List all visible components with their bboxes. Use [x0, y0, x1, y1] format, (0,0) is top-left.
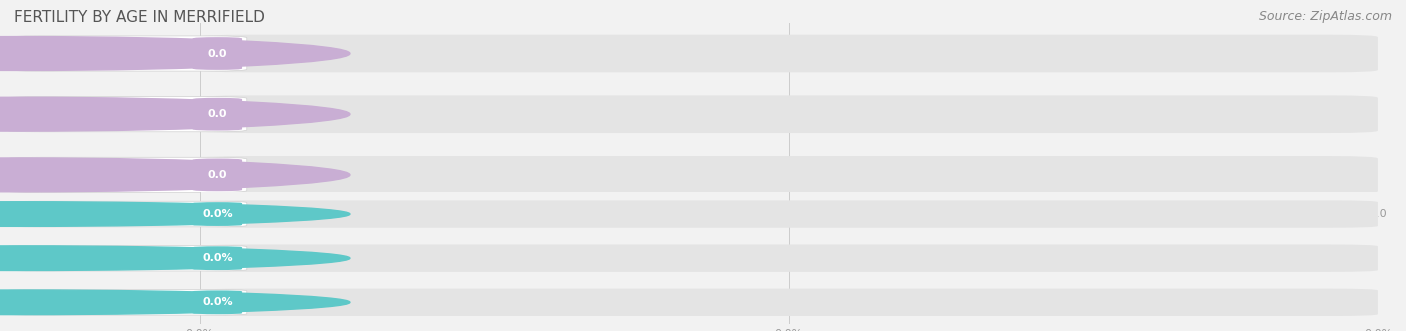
Text: 0.0: 0.0 — [208, 170, 228, 180]
Circle shape — [0, 246, 350, 270]
Text: 0.0: 0.0 — [208, 49, 228, 59]
FancyBboxPatch shape — [200, 95, 1378, 133]
FancyBboxPatch shape — [193, 202, 242, 226]
FancyBboxPatch shape — [193, 159, 242, 191]
FancyBboxPatch shape — [193, 37, 242, 70]
Text: 20 to 34 years: 20 to 34 years — [53, 252, 143, 265]
FancyBboxPatch shape — [193, 290, 242, 314]
Circle shape — [0, 158, 350, 192]
Circle shape — [0, 202, 350, 226]
Text: 0.0%: 0.0% — [202, 297, 232, 307]
Text: 0.0: 0.0 — [208, 109, 228, 119]
Text: 0.0%: 0.0% — [202, 209, 232, 219]
FancyBboxPatch shape — [193, 98, 242, 130]
Text: 15 to 19 years: 15 to 19 years — [53, 47, 143, 60]
FancyBboxPatch shape — [6, 97, 247, 132]
FancyBboxPatch shape — [6, 157, 247, 192]
FancyBboxPatch shape — [6, 245, 247, 271]
Text: 15 to 19 years: 15 to 19 years — [53, 208, 143, 220]
FancyBboxPatch shape — [193, 246, 242, 270]
Circle shape — [0, 37, 350, 71]
FancyBboxPatch shape — [200, 156, 1378, 194]
Circle shape — [0, 290, 350, 315]
FancyBboxPatch shape — [200, 289, 1378, 316]
FancyBboxPatch shape — [200, 200, 1378, 228]
Text: 35 to 50 years: 35 to 50 years — [53, 296, 143, 309]
FancyBboxPatch shape — [200, 35, 1378, 72]
Text: 20 to 34 years: 20 to 34 years — [53, 108, 143, 121]
FancyBboxPatch shape — [200, 245, 1378, 272]
Text: 0.0%: 0.0% — [202, 253, 232, 263]
FancyBboxPatch shape — [6, 290, 247, 315]
Text: FERTILITY BY AGE IN MERRIFIELD: FERTILITY BY AGE IN MERRIFIELD — [14, 10, 264, 25]
FancyBboxPatch shape — [6, 201, 247, 227]
Text: Source: ZipAtlas.com: Source: ZipAtlas.com — [1258, 10, 1392, 23]
Circle shape — [0, 97, 350, 131]
FancyBboxPatch shape — [6, 36, 247, 71]
Text: 35 to 50 years: 35 to 50 years — [53, 168, 143, 181]
